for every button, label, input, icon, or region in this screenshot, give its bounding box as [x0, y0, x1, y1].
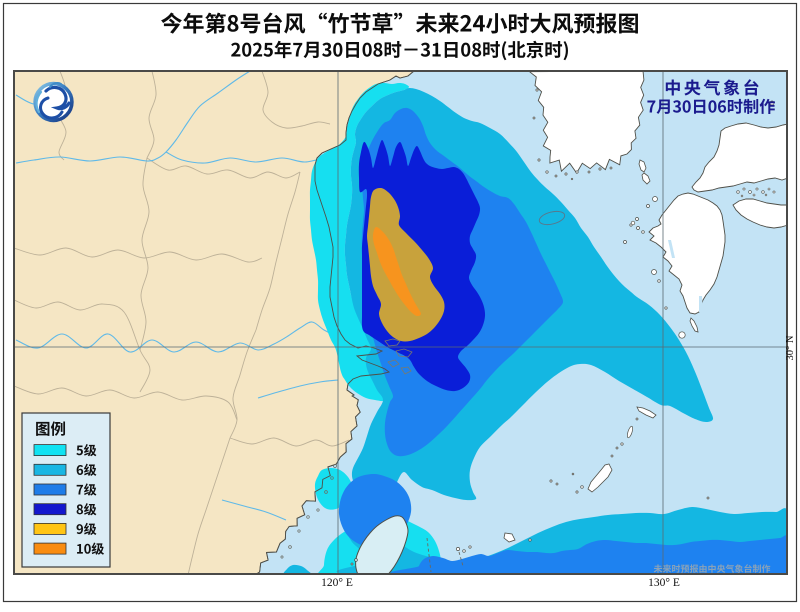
svg-text:130° E: 130° E: [648, 577, 680, 589]
svg-text:30° N: 30° N: [785, 335, 796, 360]
svg-text:120° E: 120° E: [321, 577, 353, 589]
